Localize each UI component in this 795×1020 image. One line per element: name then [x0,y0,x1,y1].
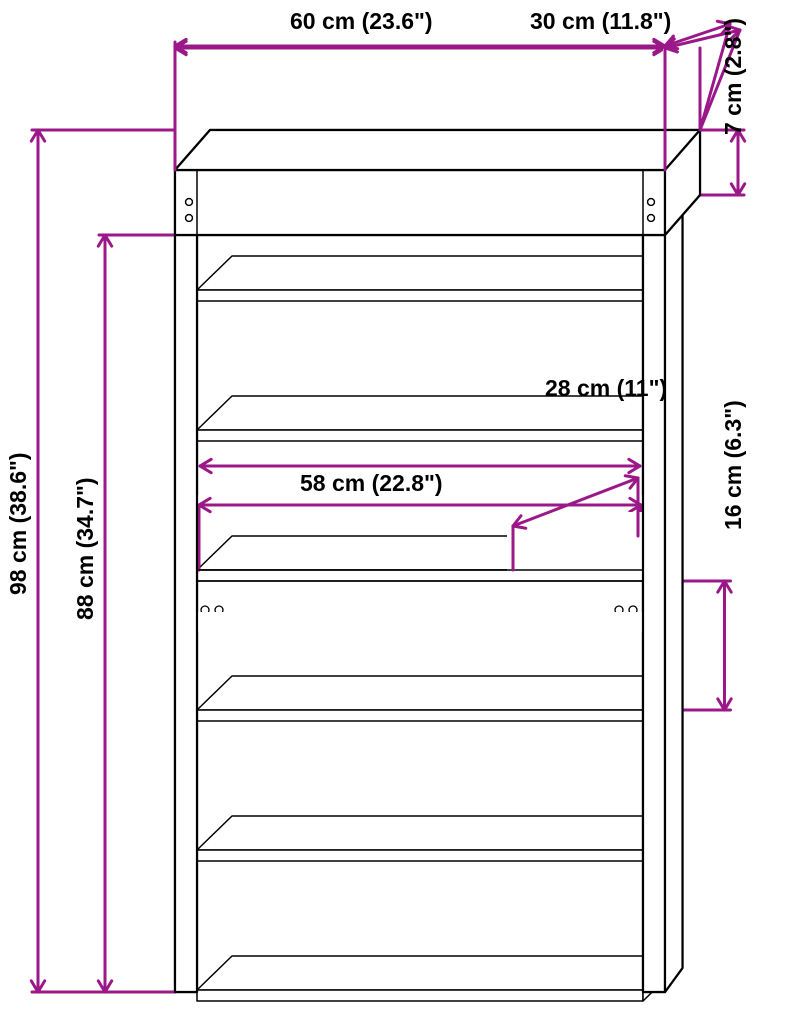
label-shelf-width: 58 cm (22.8") [300,470,443,497]
label-inner-height: 88 cm (34.7") [72,477,99,620]
label-width: 60 cm (23.6") [290,8,433,35]
label-depth: 30 cm (11.8") [530,8,671,35]
label-shelf-depth: 28 cm (11") [545,375,667,402]
label-top-rail: 7 cm (2.8") [720,18,747,135]
label-total-height: 98 cm (38.6") [5,452,32,595]
label-shelf-gap: 16 cm (6.3") [720,400,747,530]
